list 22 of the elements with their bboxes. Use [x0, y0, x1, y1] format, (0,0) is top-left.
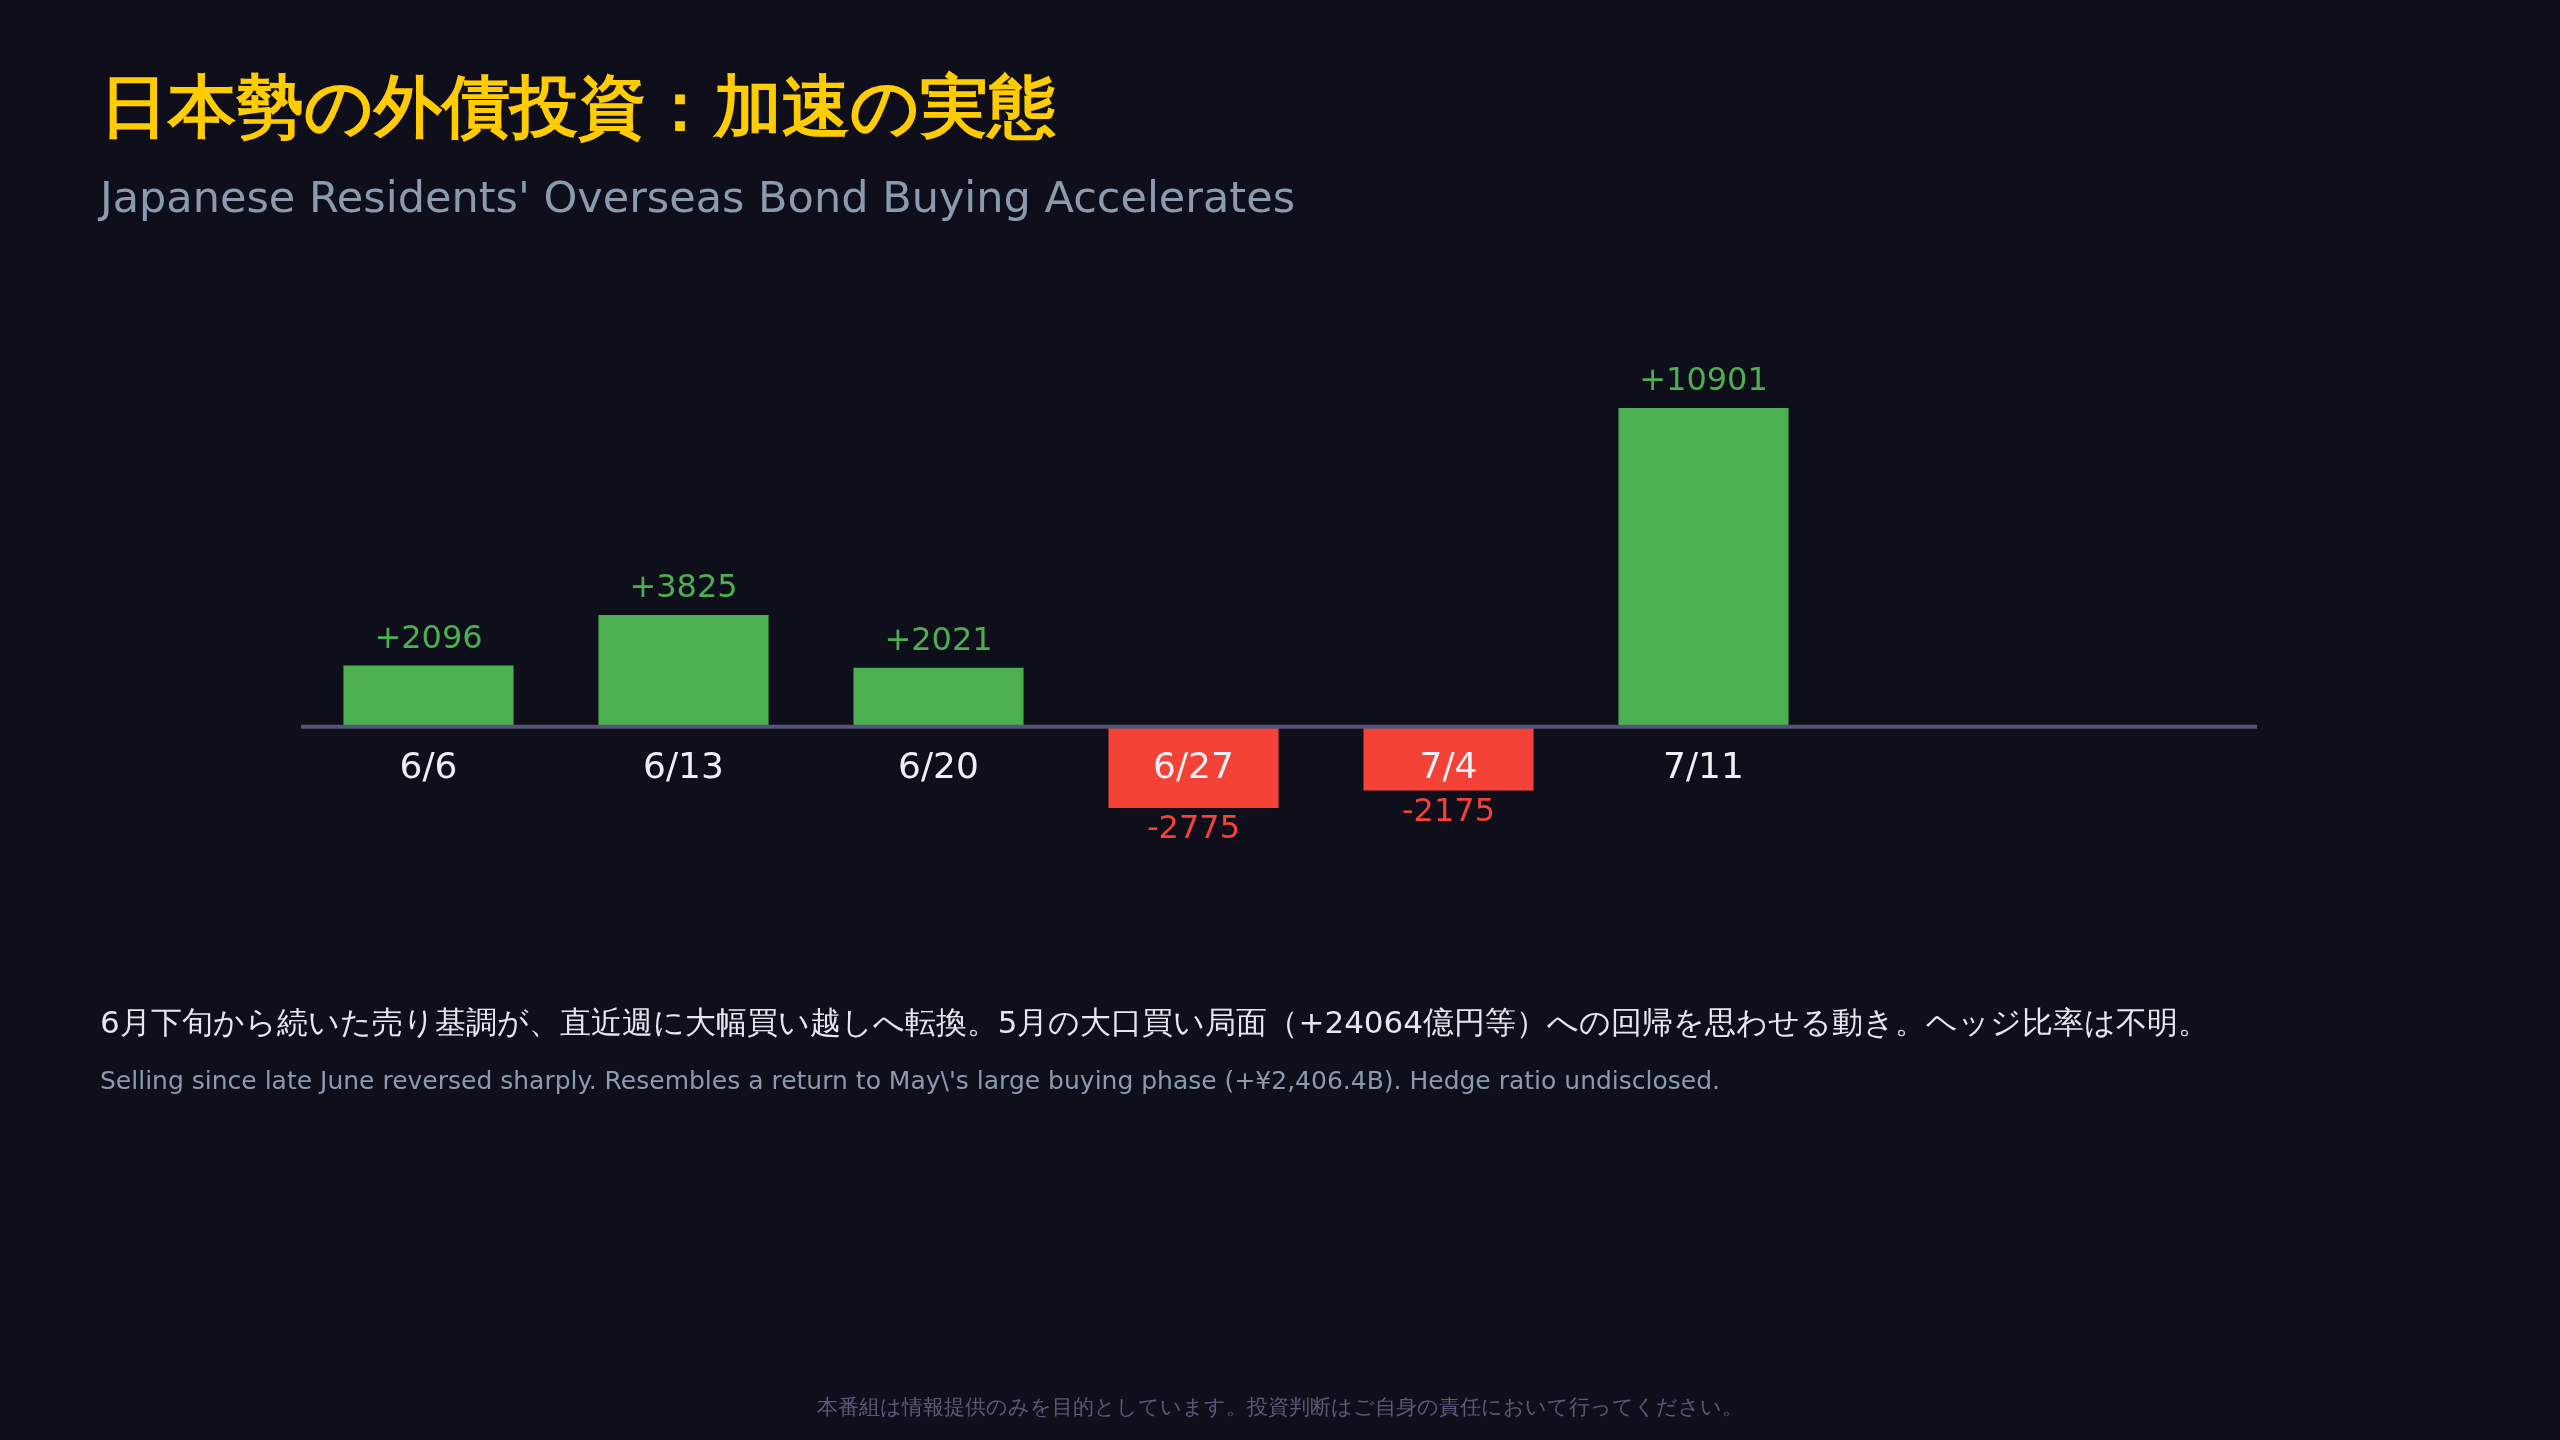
data-label: +2021 — [884, 620, 993, 659]
text: 6月下旬から続いた売り基調が、直近週に大幅買い越しへ転換。5月の大口買い局面（+24064億円等）への回帰を思わせる動き。ヘッジ比率は不明。 — [100, 1003, 2210, 1042]
x-tick-label: 6/20 — [898, 745, 979, 787]
bar — [1363, 726, 1534, 791]
data-label: +10901 — [1639, 360, 1768, 399]
bar — [598, 614, 769, 727]
data-label: +2096 — [374, 617, 483, 656]
data-label: -2775 — [1147, 808, 1240, 847]
bar — [1108, 726, 1279, 808]
x-tick-label: 6/27 — [1153, 745, 1234, 787]
data-label: +3825 — [629, 567, 738, 606]
bar — [853, 667, 1024, 727]
bar — [1618, 408, 1789, 727]
text: Selling since late June reversed sharply. Resembles a return to May\'s large buying phase (+¥2,406.4B). Hedge ratio undisclosed. — [100, 1066, 1721, 1095]
chart-title: 日本勢の外債投資：加速の実態 — [100, 66, 1056, 148]
x-tick-label: 7/4 — [1419, 745, 1478, 787]
x-tick-label: 6/13 — [643, 745, 724, 787]
bar — [343, 665, 514, 727]
x-tick-label: 6/6 — [399, 745, 458, 787]
data-label: -2175 — [1402, 790, 1495, 829]
x-tick-label: 7/11 — [1663, 745, 1744, 787]
text: 本番組は情報提供のみを目的としています。投資判断はご自身の責任において行ってください。 — [816, 1394, 1744, 1421]
